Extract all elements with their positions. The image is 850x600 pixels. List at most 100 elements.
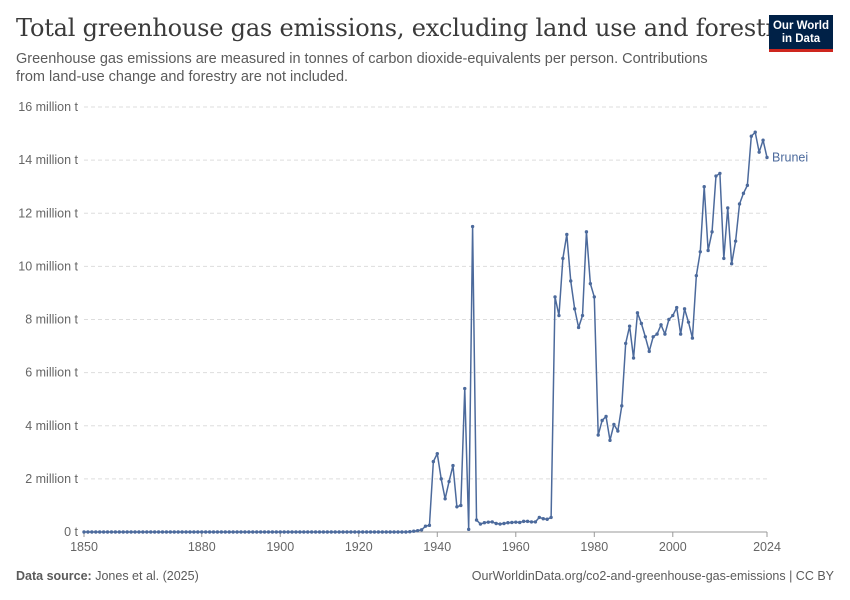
data-point[interactable] — [282, 530, 286, 534]
data-point[interactable] — [729, 262, 734, 266]
data-point[interactable] — [152, 530, 157, 534]
data-point[interactable] — [341, 530, 345, 534]
data-point[interactable] — [698, 250, 702, 254]
data-point[interactable] — [290, 530, 294, 534]
data-point[interactable] — [643, 335, 648, 339]
data-point[interactable] — [714, 174, 718, 178]
data-point[interactable] — [408, 530, 412, 534]
data-point[interactable] — [439, 477, 443, 481]
data-point[interactable] — [200, 530, 204, 534]
data-point[interactable] — [557, 313, 561, 318]
data-point[interactable] — [235, 530, 239, 534]
data-point[interactable] — [702, 184, 706, 189]
data-point[interactable] — [361, 530, 365, 534]
data-point[interactable] — [353, 530, 357, 534]
data-point[interactable] — [710, 230, 714, 234]
data-point[interactable] — [435, 451, 439, 456]
data-point[interactable] — [294, 530, 298, 534]
data-point[interactable] — [357, 530, 361, 534]
data-point[interactable] — [192, 530, 196, 534]
data-point[interactable] — [255, 530, 259, 534]
data-point[interactable] — [470, 224, 475, 229]
data-point[interactable] — [196, 530, 200, 534]
owid-logo[interactable]: Our World in Data — [769, 15, 833, 52]
data-point[interactable] — [306, 530, 310, 534]
data-point[interactable] — [404, 530, 408, 534]
data-point[interactable] — [761, 138, 765, 142]
data-point[interactable] — [510, 520, 514, 525]
data-point[interactable] — [518, 520, 522, 525]
data-point[interactable] — [113, 530, 118, 534]
data-point[interactable] — [329, 530, 333, 534]
data-point[interactable] — [309, 530, 314, 534]
data-point[interactable] — [486, 520, 490, 524]
data-point[interactable] — [459, 503, 463, 508]
data-point[interactable] — [160, 530, 165, 534]
data-point[interactable] — [376, 530, 381, 534]
data-point[interactable] — [90, 530, 94, 534]
data-point[interactable] — [431, 459, 436, 464]
data-point[interactable] — [168, 530, 173, 534]
data-point[interactable] — [207, 530, 212, 534]
data-point[interactable] — [219, 530, 224, 534]
data-point[interactable] — [545, 517, 549, 521]
data-point[interactable] — [101, 530, 106, 534]
data-point[interactable] — [145, 530, 149, 534]
data-point[interactable] — [325, 530, 330, 534]
data-point[interactable] — [726, 206, 730, 210]
data-point[interactable] — [525, 519, 530, 524]
data-point[interactable] — [686, 320, 691, 324]
data-point[interactable] — [561, 256, 565, 261]
data-point[interactable] — [765, 155, 769, 160]
data-point[interactable] — [631, 356, 636, 360]
data-point[interactable] — [521, 519, 526, 524]
data-point[interactable] — [682, 307, 687, 311]
data-point[interactable] — [592, 295, 596, 299]
data-point[interactable] — [667, 317, 671, 322]
data-point[interactable] — [741, 191, 746, 196]
data-point[interactable] — [604, 414, 608, 419]
source-value[interactable]: Jones et al. (2025) — [95, 569, 199, 583]
data-point[interactable] — [490, 520, 494, 524]
data-point[interactable] — [400, 530, 404, 534]
data-point[interactable] — [690, 336, 695, 340]
data-point[interactable] — [239, 530, 243, 534]
data-point[interactable] — [211, 530, 216, 534]
data-point[interactable] — [482, 521, 487, 525]
data-point[interactable] — [565, 232, 569, 237]
data-point[interactable] — [298, 530, 302, 534]
data-point[interactable] — [396, 530, 400, 534]
data-point[interactable] — [737, 202, 742, 206]
data-point[interactable] — [384, 530, 388, 534]
data-point[interactable] — [262, 530, 267, 534]
data-point[interactable] — [364, 530, 369, 534]
data-point[interactable] — [447, 479, 451, 484]
data-point[interactable] — [572, 307, 577, 311]
data-point[interactable] — [286, 530, 290, 534]
data-point[interactable] — [172, 530, 176, 534]
data-point[interactable] — [612, 422, 616, 427]
data-point[interactable] — [537, 515, 542, 520]
data-point[interactable] — [302, 530, 306, 534]
data-point[interactable] — [133, 530, 137, 534]
data-point[interactable] — [498, 522, 502, 526]
data-point[interactable] — [753, 130, 757, 134]
data-point[interactable] — [423, 524, 428, 528]
data-point[interactable] — [243, 530, 247, 534]
data-point[interactable] — [251, 530, 255, 534]
data-point[interactable] — [392, 530, 396, 534]
data-point[interactable] — [184, 530, 188, 534]
data-point[interactable] — [655, 332, 659, 336]
data-point[interactable] — [506, 521, 510, 525]
data-point[interactable] — [639, 321, 644, 326]
data-point[interactable] — [675, 305, 679, 310]
data-point[interactable] — [141, 530, 145, 534]
data-point[interactable] — [706, 248, 710, 253]
data-point[interactable] — [749, 134, 753, 138]
data-point[interactable] — [321, 530, 326, 534]
data-point[interactable] — [757, 150, 761, 154]
data-point[interactable] — [345, 530, 349, 534]
data-point[interactable] — [733, 239, 738, 243]
data-point[interactable] — [533, 520, 538, 524]
data-point[interactable] — [659, 323, 663, 327]
